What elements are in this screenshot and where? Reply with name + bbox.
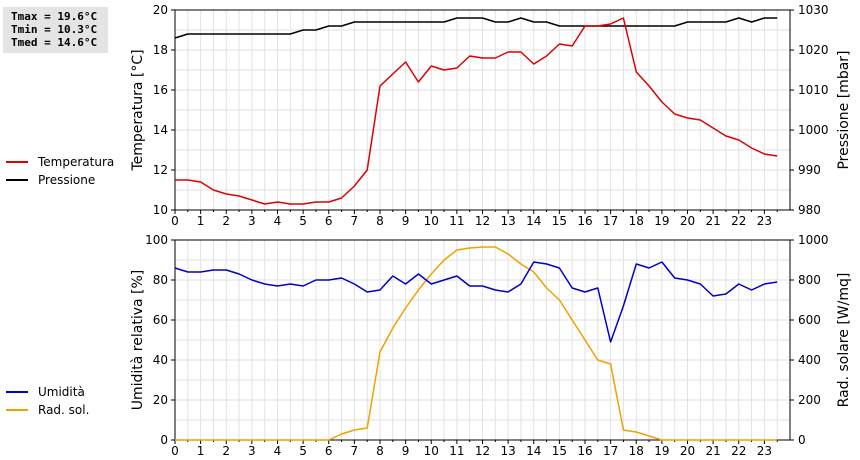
x-tick-label-1-5: 5: [299, 444, 307, 458]
x-tick-label-0-1: 1: [197, 214, 205, 228]
legend-label-temperature: Temperatura: [38, 155, 115, 169]
legend-swatch-humidity: [6, 390, 28, 393]
y-tick-label-right-1-4: 800: [798, 273, 821, 287]
series-line-umidit: [174, 261, 778, 343]
legend-label-pressure: Pressione: [38, 173, 96, 187]
x-tick-label-1-7: 7: [351, 444, 359, 458]
x-tick-label-0-0: 0: [171, 214, 179, 228]
stat-tmax: Tmax = 19.6°C: [11, 10, 98, 23]
x-tick-label-0-10: 10: [424, 214, 439, 228]
y-tick-label-right-0-1: 990: [798, 163, 821, 177]
x-tick-label-1-14: 14: [526, 444, 541, 458]
y-tick-label-right-1-5: 1000: [798, 233, 829, 247]
x-tick-label-0-22: 22: [731, 214, 746, 228]
x-tick-label-0-16: 16: [577, 214, 592, 228]
x-tick-label-0-12: 12: [475, 214, 490, 228]
x-tick-label-1-4: 4: [274, 444, 282, 458]
series-line-temperatura: [175, 17, 778, 205]
y-tick-label-right-0-5: 1030: [798, 3, 829, 17]
y-tick-label-right-1-2: 400: [798, 353, 821, 367]
x-tick-label-1-17: 17: [603, 444, 618, 458]
x-tick-label-1-20: 20: [680, 444, 695, 458]
y-axis-label-right-0: Pressione [mbar]: [836, 50, 852, 169]
x-tick-label-1-6: 6: [325, 444, 333, 458]
x-tick-label-0-19: 19: [654, 214, 669, 228]
stats-box: Tmax = 19.6°C Tmin = 10.3°C Tmed = 14.6°…: [3, 7, 108, 53]
y-tick-label-left-0-0: 10: [153, 203, 168, 217]
x-tick-label-1-22: 22: [731, 444, 746, 458]
x-tick-label-1-21: 21: [705, 444, 720, 458]
y-tick-label-right-0-3: 1010: [798, 83, 829, 97]
x-tick-label-1-16: 16: [577, 444, 592, 458]
x-tick-label-1-19: 19: [654, 444, 669, 458]
y-tick-label-left-1-4: 80: [153, 273, 168, 287]
x-tick-label-1-13: 13: [500, 444, 515, 458]
x-tick-label-1-9: 9: [402, 444, 410, 458]
legend-item-humidity: Umidità: [6, 385, 85, 399]
y-tick-label-right-0-2: 1000: [798, 123, 829, 137]
legend-item-pressure: Pressione: [6, 173, 95, 187]
y-tick-label-left-0-4: 18: [153, 43, 168, 57]
x-tick-label-0-6: 6: [325, 214, 333, 228]
y-tick-label-left-0-1: 12: [153, 163, 168, 177]
y-axis-label-left-1: Umidità relativa [%]: [130, 270, 146, 411]
y-axis-label-right-1: Rad. solare [W/mq]: [836, 273, 852, 408]
x-tick-label-0-7: 7: [351, 214, 359, 228]
y-tick-label-right-0-0: 980: [798, 203, 821, 217]
y-tick-label-left-0-2: 14: [153, 123, 168, 137]
x-tick-label-1-15: 15: [552, 444, 567, 458]
x-tick-label-0-23: 23: [757, 214, 772, 228]
y-tick-label-left-1-2: 40: [153, 353, 168, 367]
x-tick-label-0-21: 21: [705, 214, 720, 228]
x-tick-label-1-23: 23: [757, 444, 772, 458]
x-tick-label-0-20: 20: [680, 214, 695, 228]
legend-item-radiation: Rad. sol.: [6, 403, 89, 417]
legend-label-radiation: Rad. sol.: [38, 403, 90, 417]
x-tick-label-1-3: 3: [248, 444, 256, 458]
x-tick-label-0-11: 11: [449, 214, 464, 228]
x-tick-label-0-15: 15: [552, 214, 567, 228]
y-tick-label-left-1-3: 60: [153, 313, 168, 327]
y-tick-label-right-1-3: 600: [798, 313, 821, 327]
x-tick-label-1-18: 18: [629, 444, 644, 458]
x-tick-label-0-18: 18: [629, 214, 644, 228]
x-tick-label-0-8: 8: [376, 214, 384, 228]
x-tick-label-1-0: 0: [171, 444, 179, 458]
x-tick-label-0-9: 9: [402, 214, 410, 228]
x-tick-label-0-5: 5: [299, 214, 307, 228]
x-tick-label-0-13: 13: [500, 214, 515, 228]
series-line-rad-sol: [175, 246, 778, 441]
x-tick-label-1-2: 2: [222, 444, 230, 458]
y-tick-label-right-1-0: 0: [798, 433, 806, 447]
stat-tmin: Tmin = 10.3°C: [11, 23, 98, 36]
y-tick-label-left-1-5: 100: [145, 233, 168, 247]
x-tick-label-1-10: 10: [424, 444, 439, 458]
y-tick-label-right-1-1: 200: [798, 393, 821, 407]
legend-swatch-temperature: [6, 160, 28, 163]
x-tick-label-1-11: 11: [449, 444, 464, 458]
legend-item-temperature: Temperatura: [6, 155, 114, 169]
x-tick-label-1-12: 12: [475, 444, 490, 458]
x-tick-label-0-2: 2: [222, 214, 230, 228]
x-tick-label-1-8: 8: [376, 444, 384, 458]
series-line-pressione: [174, 17, 778, 39]
y-axis-label-left-0: Temperatura [°C]: [130, 49, 146, 171]
x-tick-label-0-4: 4: [274, 214, 282, 228]
legend-swatch-pressure: [6, 178, 28, 181]
x-tick-label-1-1: 1: [197, 444, 205, 458]
x-tick-label-0-14: 14: [526, 214, 541, 228]
stat-tmed: Tmed = 14.6°C: [11, 36, 98, 49]
x-tick-label-0-17: 17: [603, 214, 618, 228]
y-tick-label-left-1-0: 0: [160, 433, 168, 447]
y-tick-label-right-0-4: 1020: [798, 43, 829, 57]
y-tick-label-left-0-3: 16: [153, 83, 168, 97]
y-tick-label-left-0-5: 20: [153, 3, 168, 17]
legend-swatch-radiation: [6, 408, 28, 411]
legend-label-humidity: Umidità: [38, 385, 85, 399]
y-tick-label-left-1-1: 20: [153, 393, 168, 407]
x-tick-label-0-3: 3: [248, 214, 256, 228]
